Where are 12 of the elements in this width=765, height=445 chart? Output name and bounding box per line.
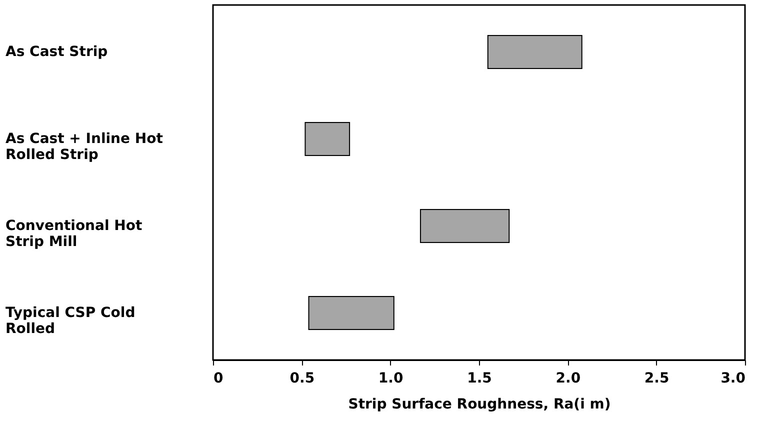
x-tick-label: 0	[214, 370, 224, 386]
x-tick-label: 1.0	[378, 370, 404, 386]
x-tick-label: 1.5	[467, 370, 492, 386]
x-tick-label: 3.0	[720, 370, 746, 386]
y-tick-label: Typical CSP Cold Rolled	[6, 305, 136, 338]
x-tick-label: 2.0	[556, 370, 581, 386]
x-axis-title: Strip Surface Roughness, Ra(i m)	[348, 396, 611, 412]
y-tick-label: As Cast + Inline Hot Rolled Strip	[6, 130, 164, 163]
x-tick-label: 2.5	[644, 370, 670, 386]
y-tick-label: As Cast Strip	[6, 44, 108, 60]
x-tick-label: 0.5	[290, 370, 315, 386]
y-tick-label: Conventional Hot Strip Mill	[6, 218, 142, 250]
